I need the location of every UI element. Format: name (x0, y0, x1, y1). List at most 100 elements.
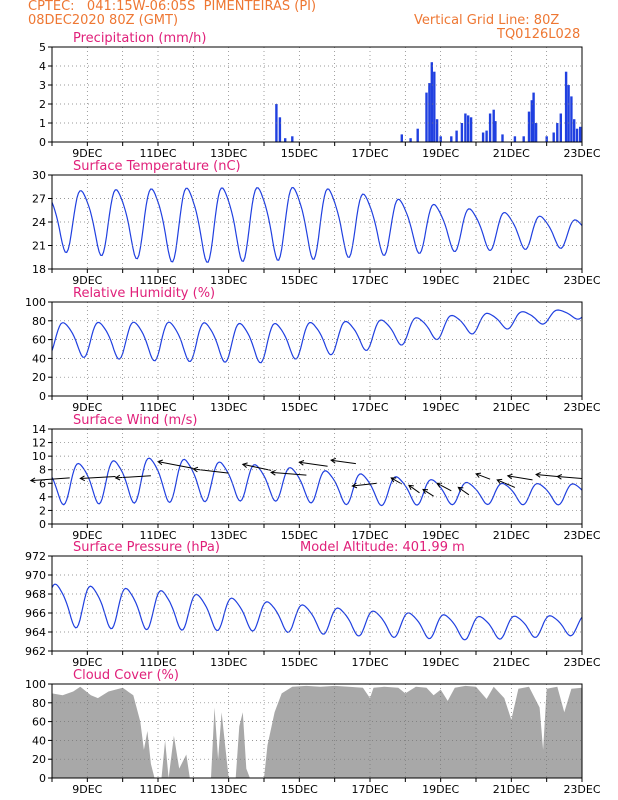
wind-arrow-head-17 (506, 473, 513, 480)
precipitation-xtick-label: 21DEC (493, 147, 530, 160)
wind-arrow-5 (242, 463, 272, 471)
precip-bar-26 (522, 136, 525, 142)
wind-arrow-11 (408, 484, 420, 494)
precipitation-ytick-label: 2 (39, 98, 46, 111)
wind-arrow-1 (80, 476, 116, 479)
pressure-frame (51, 555, 583, 652)
precipitation-ytick-label: 4 (39, 60, 46, 73)
humidity-xtick-label: 15DEC (281, 401, 318, 414)
precip-bar-3 (291, 136, 294, 142)
header-model-id: TQ0126L028 (497, 27, 581, 42)
pressure-ytick-label: 964 (25, 626, 46, 639)
wind-arrow-head-9 (351, 482, 358, 489)
precip-bar-14 (455, 130, 458, 142)
temperature-frame (51, 174, 583, 270)
wind-xtick-label: 15DEC (281, 529, 318, 542)
precipitation-ytick-label: 3 (39, 79, 46, 92)
wind-arrow-16 (497, 479, 516, 488)
cloud-cover-ytick-label: 80 (32, 697, 46, 710)
precip-bar-32 (552, 132, 555, 142)
wind-arrow-9 (352, 482, 378, 487)
wind-ytick-label: 12 (32, 437, 46, 450)
precip-bar-9 (430, 62, 433, 143)
precip-bar-13 (450, 136, 453, 142)
precip-bar-39 (575, 128, 579, 142)
wind-arrow-head-5 (241, 462, 248, 468)
temperature-xtick-label: 9DEC (72, 274, 102, 287)
precip-bar-15 (460, 123, 464, 142)
precip-bar-17 (467, 115, 470, 142)
precip-bar-4 (400, 134, 403, 142)
wind-ytick-label: 14 (32, 423, 46, 436)
precipitation-xtick-label: 13DEC (210, 147, 247, 160)
humidity-panel: 0 20 40 60 80 100 9DEC 11DEC 13DEC 15DEC 17DEC 19DE… (25, 286, 601, 414)
wind-arrow-19 (557, 476, 583, 479)
wind-arrow-head-16 (496, 478, 503, 485)
wind-arrow-6 (271, 471, 307, 476)
cloud-cover-xtick-label: 23DEC (563, 783, 600, 796)
pressure-xtick-label: 21DEC (493, 656, 530, 669)
precip-bar-16 (464, 113, 467, 142)
humidity-xtick-label: 13DEC (210, 401, 247, 414)
humidity-ytick-label: 0 (39, 390, 46, 403)
pressure-ytick-label: 970 (25, 569, 46, 582)
wind-arrow-head-12 (422, 488, 429, 495)
precip-bar-27 (527, 111, 531, 142)
wind-arrow-head-1 (79, 475, 86, 482)
pressure-series-line (51, 583, 583, 641)
precip-bar-2 (284, 138, 287, 142)
precip-bar-23 (494, 121, 497, 142)
wind-ytick-label: 10 (32, 450, 46, 463)
temperature-title: Surface Temperature (nC) (73, 159, 241, 174)
temperature-ytick-label: 30 (32, 169, 46, 182)
humidity-title: Relative Humidity (%) (73, 286, 215, 301)
wind-arrow-17 (507, 475, 533, 481)
precip-bar-37 (570, 96, 573, 142)
humidity-ytick-label: 80 (32, 315, 46, 328)
wind-xtick-label: 23DEC (563, 529, 600, 542)
precip-bar-22 (492, 109, 495, 142)
precip-bar-33 (556, 123, 559, 142)
humidity-ytick-label: 40 (32, 352, 46, 365)
wind-ytick-label: 6 (39, 477, 46, 490)
humidity-xtick-label: 9DEC (72, 401, 102, 414)
temperature-panel: 18 21 24 27 30 9DEC 11DEC 13DEC 15DEC 17DEC 19DEC 2… (32, 159, 601, 287)
pressure-xtick-label: 13DEC (210, 656, 247, 669)
header-grid-line: Vertical Grid Line: 80Z (414, 13, 560, 28)
wind-arrow-0 (30, 477, 70, 482)
pressure-xtick-label: 11DEC (139, 656, 176, 669)
precipitation-xtick-label: 19DEC (422, 147, 459, 160)
wind-arrow-head-7 (298, 460, 305, 466)
cloud-cover-ytick-label: 0 (39, 772, 46, 785)
wind-arrow-2 (115, 475, 151, 479)
wind-arrow-7 (299, 461, 328, 467)
pressure-ytick-label: 966 (25, 607, 46, 620)
pressure-xtick-label: 23DEC (563, 656, 600, 669)
temperature-ytick-label: 24 (32, 216, 46, 229)
precip-bar-7 (425, 92, 428, 142)
temperature-ytick-label: 18 (32, 263, 46, 276)
cloud-cover-xtick-label: 17DEC (351, 783, 388, 796)
precip-bar-5 (409, 138, 412, 142)
cloud-cover-xtick-label: 15DEC (281, 783, 318, 796)
humidity-frame (51, 301, 583, 397)
wind-arrow-head-0 (29, 477, 36, 484)
wind-arrow-14 (458, 486, 470, 496)
wind-title: Surface Wind (m/s) (73, 413, 197, 428)
wind-ytick-label: 2 (39, 504, 46, 517)
wind-xtick-label: 11DEC (139, 529, 176, 542)
cloud-cover-xtick-label: 19DEC (422, 783, 459, 796)
temperature-ytick-label: 27 (32, 193, 46, 206)
humidity-ytick-label: 100 (25, 296, 46, 309)
precip-bar-6 (416, 128, 419, 142)
temperature-xtick-label: 23DEC (563, 274, 600, 287)
wind-arrow-12 (422, 488, 434, 497)
wind-arrow-head-11 (408, 484, 414, 491)
pressure-ytick-label: 972 (25, 550, 46, 563)
wind-arrow-head-10 (390, 477, 397, 483)
precip-bar-11 (435, 119, 439, 142)
wind-arrow-18 (536, 474, 558, 477)
wind-arrow-head-14 (457, 486, 464, 493)
